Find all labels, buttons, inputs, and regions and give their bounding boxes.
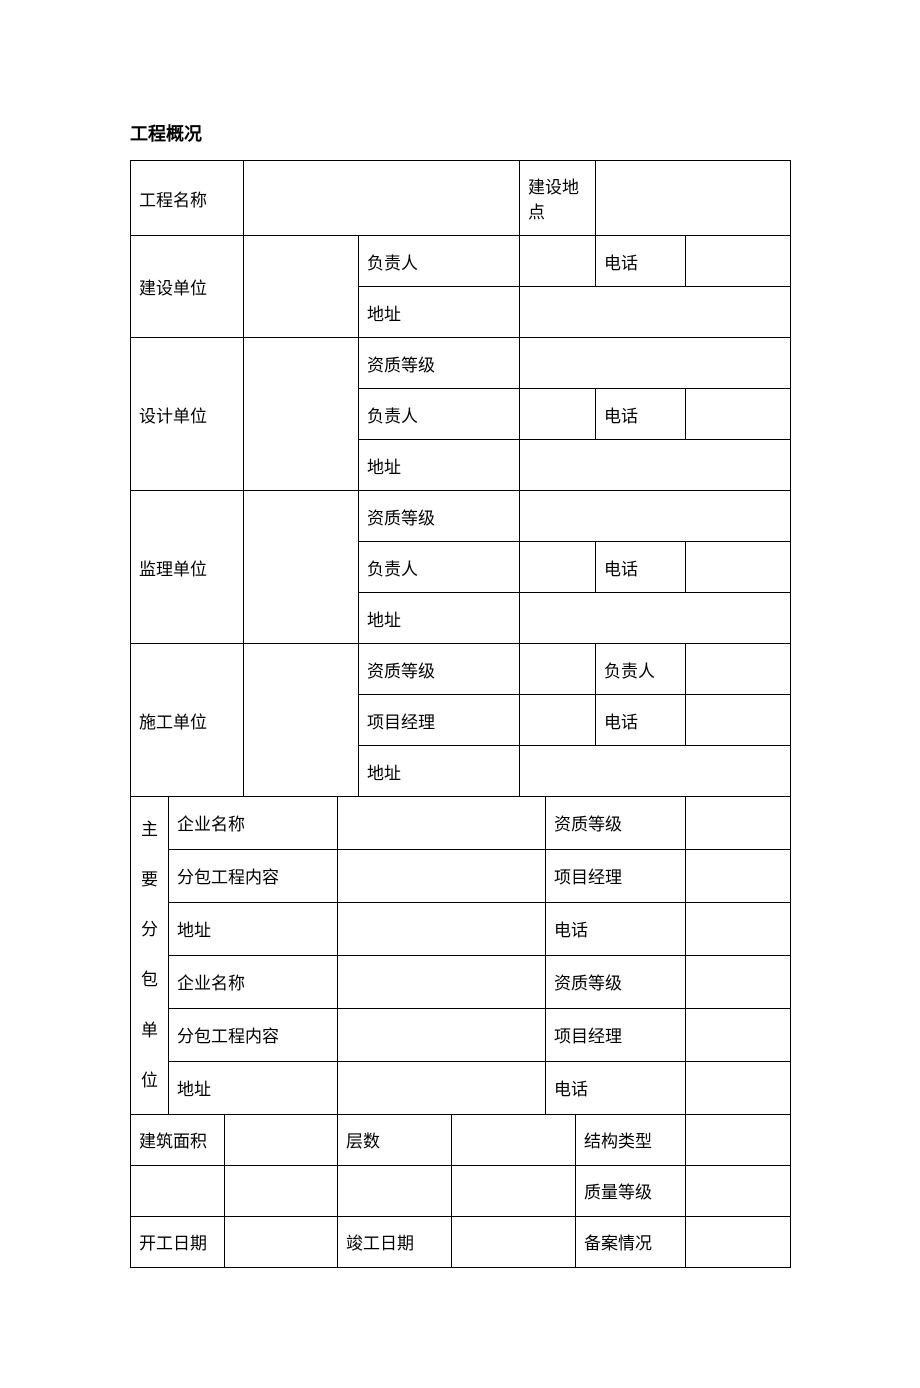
- label-end: 竣工日期: [338, 1216, 452, 1267]
- label-sub1-pm: 项目经理: [546, 849, 686, 902]
- label-sub2-qual: 资质等级: [546, 955, 686, 1008]
- label-su-phone: 电话: [596, 542, 686, 593]
- value-sub2-content: [338, 1008, 546, 1061]
- label-sub2-name: 企业名称: [169, 955, 338, 1008]
- label-su-qual: 资质等级: [359, 491, 520, 542]
- value-co-charge: [686, 644, 791, 695]
- value-filing: [686, 1216, 791, 1267]
- value-sub1-name: [338, 797, 546, 850]
- label-sub1-addr: 地址: [169, 902, 338, 955]
- value-sub1-pm: [686, 849, 791, 902]
- label-du-qual: 资质等级: [359, 338, 520, 389]
- label-sub2-pm: 项目经理: [546, 1008, 686, 1061]
- label-du-person: 负责人: [359, 389, 520, 440]
- label-co-qual: 资质等级: [359, 644, 520, 695]
- label-du-phone: 电话: [596, 389, 686, 440]
- label-sub1-name: 企业名称: [169, 797, 338, 850]
- label-location: 建设地点: [520, 161, 596, 236]
- value-floors: [452, 1114, 576, 1165]
- label-filing: 备案情况: [576, 1216, 686, 1267]
- value-su-person: [520, 542, 596, 593]
- value-su-phone: [686, 542, 791, 593]
- label-cu-addr: 地址: [359, 287, 520, 338]
- label-start: 开工日期: [131, 1216, 225, 1267]
- project-overview-table: 工程名称 建设地点 建设单位 负责人 电话 地址 设计单位 资质等级 负责人 电…: [130, 160, 791, 1268]
- label-su-person: 负责人: [359, 542, 520, 593]
- value-sub1-qual: [686, 797, 791, 850]
- value-su-name: [244, 491, 359, 644]
- label-sub1-content: 分包工程内容: [169, 849, 338, 902]
- label-quality: 质量等级: [576, 1165, 686, 1216]
- value-cu-name: [244, 236, 359, 338]
- value-sub1-phone: [686, 902, 791, 955]
- value-co-name: [244, 644, 359, 797]
- label-co-pm: 项目经理: [359, 695, 520, 746]
- value-sub1-addr: [338, 902, 546, 955]
- value-co-addr: [520, 746, 791, 797]
- value-r2c1: [131, 1165, 225, 1216]
- label-du-addr: 地址: [359, 440, 520, 491]
- value-co-phone: [686, 695, 791, 746]
- value-su-addr: [520, 593, 791, 644]
- value-du-addr: [520, 440, 791, 491]
- value-co-qual: [520, 644, 596, 695]
- value-end: [452, 1216, 576, 1267]
- value-sub2-qual: [686, 955, 791, 1008]
- label-co-addr: 地址: [359, 746, 520, 797]
- value-sub2-pm: [686, 1008, 791, 1061]
- label-sub2-addr: 地址: [169, 1061, 338, 1114]
- value-start: [225, 1216, 338, 1267]
- value-du-qual: [520, 338, 791, 389]
- section-title: 工程概况: [130, 120, 790, 146]
- value-location: [596, 161, 791, 236]
- value-su-qual: [520, 491, 791, 542]
- label-project-name: 工程名称: [131, 161, 244, 236]
- label-area: 建筑面积: [131, 1114, 225, 1165]
- value-sub1-content: [338, 849, 546, 902]
- value-sub2-addr: [338, 1061, 546, 1114]
- label-cu-phone: 电话: [596, 236, 686, 287]
- value-cu-person: [520, 236, 596, 287]
- value-area: [225, 1114, 338, 1165]
- value-struct: [686, 1114, 791, 1165]
- label-co-phone: 电话: [596, 695, 686, 746]
- label-sub1-phone: 电话: [546, 902, 686, 955]
- label-co-charge: 负责人: [596, 644, 686, 695]
- label-subcontractor-vertical: 主要分包单位: [131, 797, 169, 1115]
- label-sub1-qual: 资质等级: [546, 797, 686, 850]
- label-floors: 层数: [338, 1114, 452, 1165]
- value-du-person: [520, 389, 596, 440]
- value-r2c4: [452, 1165, 576, 1216]
- value-cu-addr: [520, 287, 791, 338]
- label-struct: 结构类型: [576, 1114, 686, 1165]
- value-cu-phone: [686, 236, 791, 287]
- label-cu-person: 负责人: [359, 236, 520, 287]
- label-su-addr: 地址: [359, 593, 520, 644]
- value-co-pm: [520, 695, 596, 746]
- label-sub2-content: 分包工程内容: [169, 1008, 338, 1061]
- label-design-unit: 设计单位: [131, 338, 244, 491]
- label-construction-unit: 建设单位: [131, 236, 244, 338]
- value-r2c2: [225, 1165, 338, 1216]
- label-supervision-unit: 监理单位: [131, 491, 244, 644]
- value-du-name: [244, 338, 359, 491]
- value-project-name: [244, 161, 520, 236]
- label-sub2-phone: 电话: [546, 1061, 686, 1114]
- value-du-phone: [686, 389, 791, 440]
- value-r2c3: [338, 1165, 452, 1216]
- value-quality: [686, 1165, 791, 1216]
- label-contractor-unit: 施工单位: [131, 644, 244, 797]
- value-sub2-name: [338, 955, 546, 1008]
- value-sub2-phone: [686, 1061, 791, 1114]
